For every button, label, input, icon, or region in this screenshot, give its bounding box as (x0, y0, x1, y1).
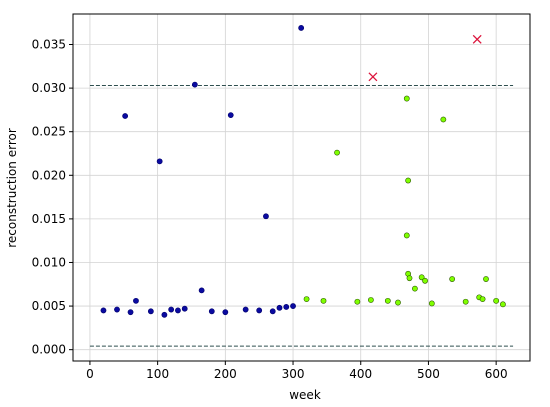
threshold-lines (89, 84, 514, 347)
data-point (114, 306, 120, 313)
data-point (147, 308, 154, 315)
data-point (276, 304, 283, 311)
x-tick-label: 400 (349, 367, 372, 381)
y-tick-label: 0.020 (32, 168, 66, 182)
data-point (156, 158, 163, 165)
data-point (403, 95, 410, 102)
data-point (440, 116, 447, 123)
anomaly-marker (472, 34, 482, 44)
x-tick-label: 200 (214, 367, 237, 381)
data-point (479, 296, 486, 302)
y-tick-label: 0.030 (32, 81, 66, 95)
y-axis: 0.000 0.005 0.010 0.015 0.020 0.025 0.030 0.035 (32, 38, 73, 357)
grid (73, 14, 530, 361)
x-tick-label: 300 (282, 367, 305, 381)
y-tick-label: 0.000 (32, 343, 66, 357)
data-point (320, 297, 327, 304)
data-point (406, 275, 413, 282)
data-point (127, 309, 134, 316)
data-point (208, 308, 215, 315)
data-point (168, 306, 175, 313)
y-tick-label: 0.025 (32, 125, 66, 139)
y-axis-label: reconstruction error (5, 128, 19, 248)
data-points (100, 25, 506, 318)
x-axis-label: week (289, 388, 321, 402)
anomaly-marker-stroke (472, 34, 482, 44)
data-point (222, 309, 229, 316)
anomaly-marker (368, 72, 378, 82)
data-point (493, 297, 500, 304)
y-tick-label: 0.035 (32, 38, 66, 52)
plot-frame (72, 13, 531, 362)
data-point (405, 177, 412, 184)
y-tick-label: 0.005 (32, 299, 66, 313)
data-point (384, 297, 391, 304)
data-point (483, 276, 489, 282)
data-point (500, 301, 506, 308)
x-tick-label: 100 (146, 367, 169, 381)
y-tick-label: 0.010 (32, 255, 66, 269)
y-tick-label: 0.015 (32, 212, 66, 226)
x-tick-label: 500 (417, 367, 440, 381)
data-point (283, 304, 290, 310)
data-point (263, 213, 269, 220)
data-point (449, 276, 456, 282)
x-tick-label: 0 (86, 367, 94, 381)
data-point (242, 306, 249, 313)
data-point (161, 311, 168, 318)
data-point (422, 277, 428, 284)
data-point (133, 297, 139, 304)
data-point (403, 232, 410, 239)
data-point (462, 298, 469, 305)
x-axis: 0 100 200 300 400 500 600 (86, 361, 508, 381)
data-point (269, 308, 276, 315)
data-point (334, 149, 340, 156)
data-point (122, 113, 129, 119)
anomaly-marker-stroke (368, 72, 378, 82)
data-point (418, 274, 425, 281)
data-point (191, 81, 198, 88)
data-point (354, 298, 361, 305)
data-point (395, 299, 401, 306)
data-point (428, 300, 435, 307)
data-point (175, 307, 181, 314)
data-point (181, 305, 188, 312)
data-point (198, 287, 205, 294)
data-point (298, 25, 305, 31)
x-tick-label: 600 (485, 367, 508, 381)
data-point (227, 112, 234, 119)
data-point (256, 307, 263, 314)
data-point (412, 285, 418, 292)
data-point (290, 303, 296, 309)
data-point (367, 297, 374, 303)
data-point (100, 307, 107, 314)
data-point (303, 296, 310, 302)
